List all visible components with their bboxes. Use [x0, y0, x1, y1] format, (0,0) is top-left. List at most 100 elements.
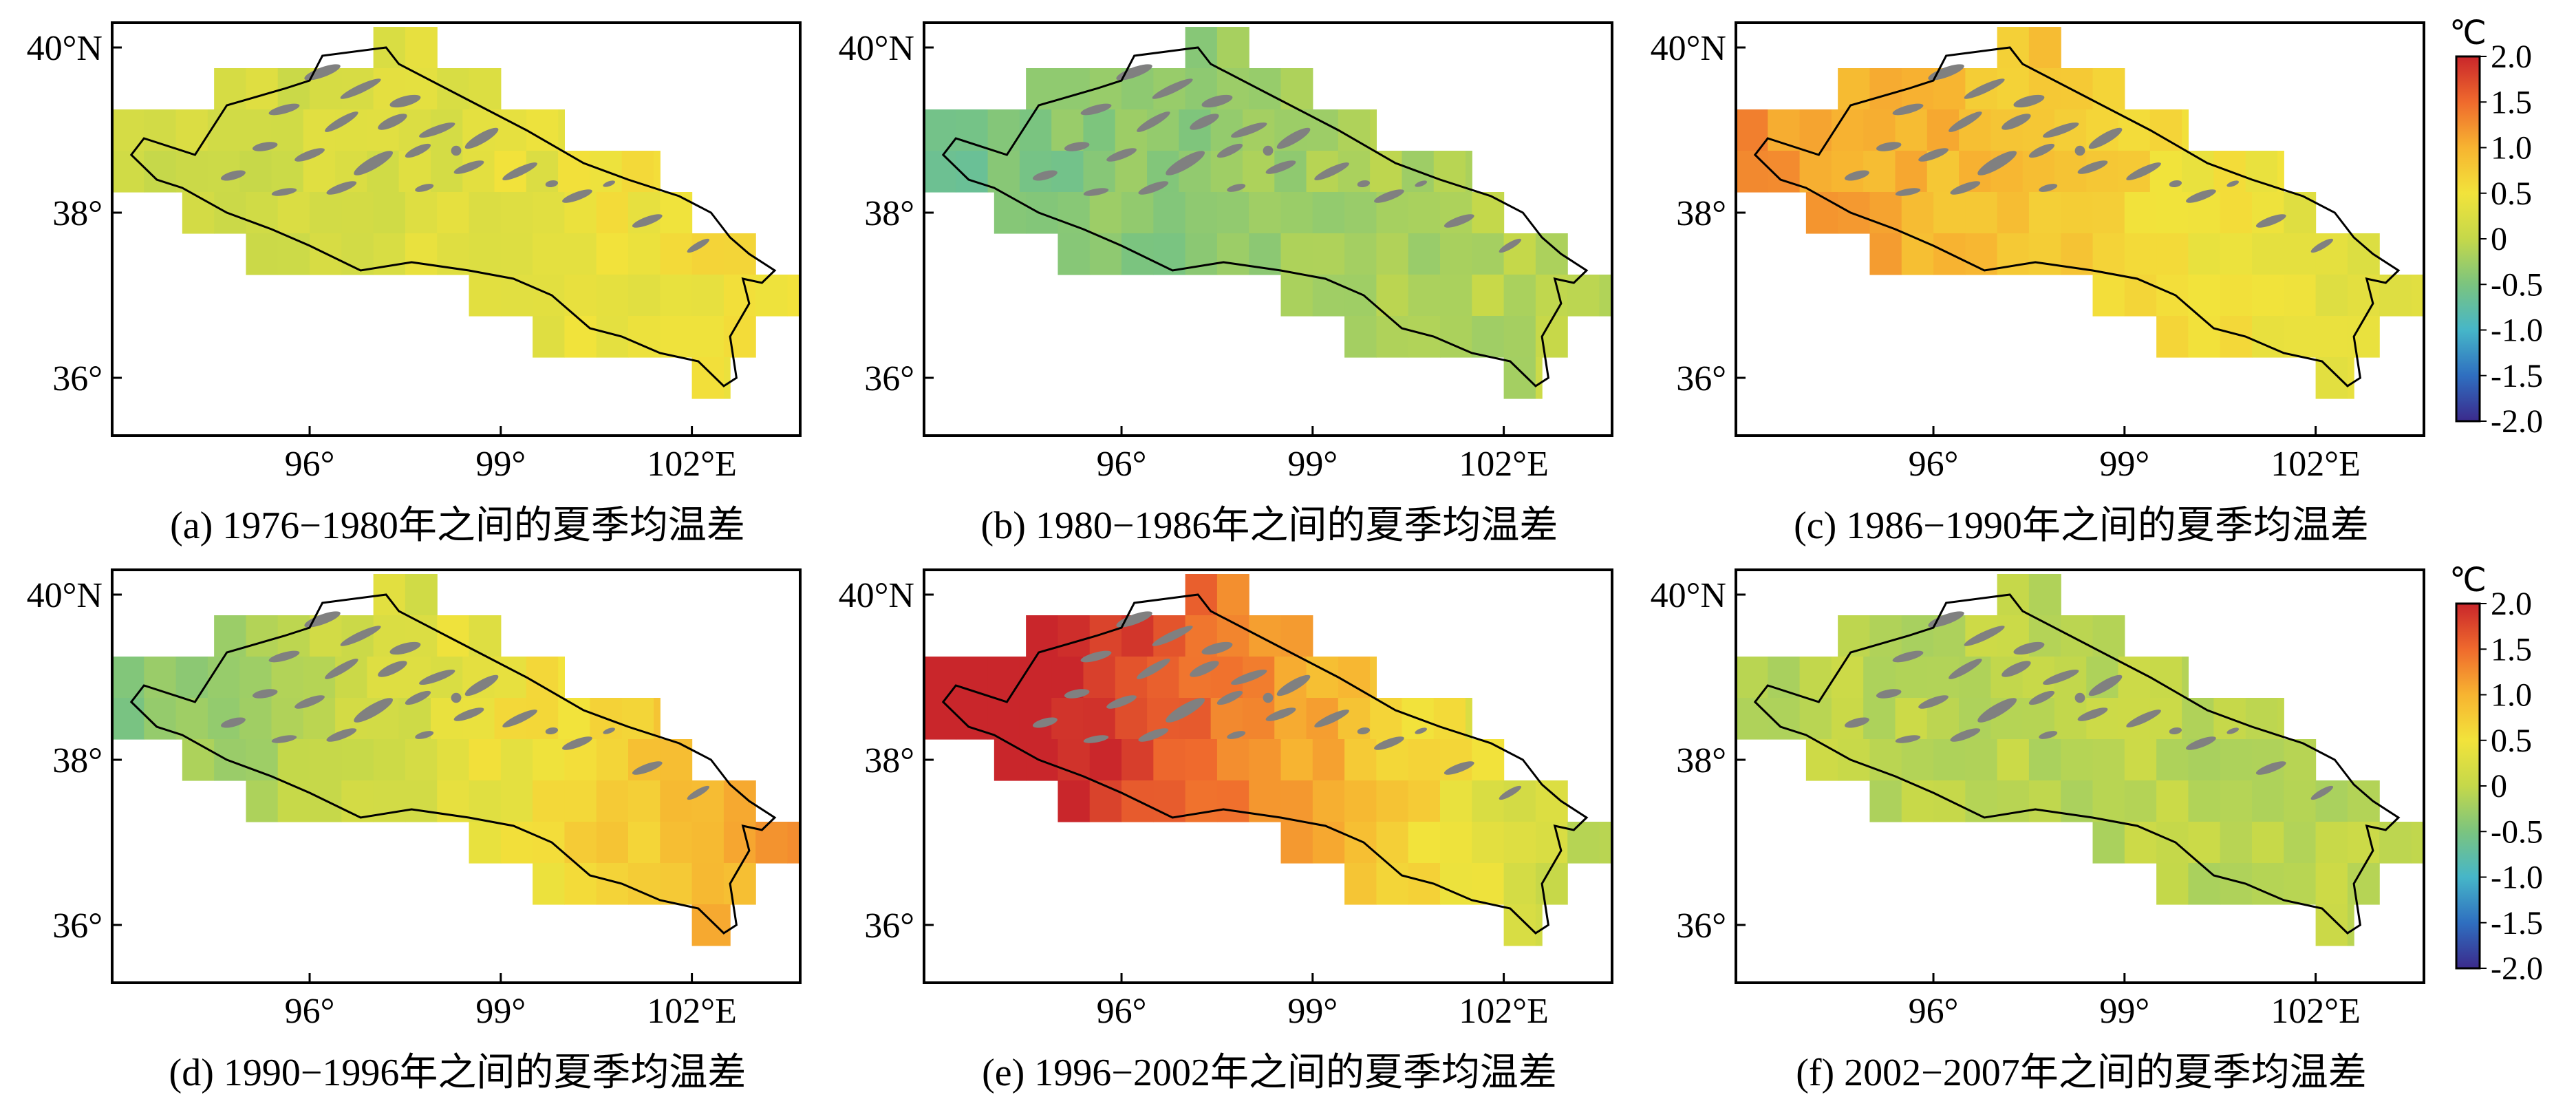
glacier-patch — [1152, 78, 1193, 99]
grid-cell — [2156, 780, 2189, 822]
colorbar-tick-label: 0 — [2491, 221, 2507, 257]
glacier-patch — [2310, 785, 2334, 800]
grid-cell — [1933, 739, 1966, 781]
grid-cell — [1599, 822, 1612, 864]
glacier-patch — [1844, 170, 1869, 181]
grid-cell — [755, 275, 788, 317]
grid-cell — [1901, 739, 1934, 781]
grid-cell — [1216, 233, 1249, 275]
grid-cell — [628, 192, 661, 234]
axes-frame — [1735, 568, 2425, 984]
glacier-patch — [1499, 785, 1522, 800]
grid-cell — [1965, 192, 1998, 234]
grid-cell — [1869, 739, 1902, 781]
glacier-patch — [220, 170, 246, 181]
grid-cell — [1869, 68, 1902, 110]
grid-cell — [2347, 357, 2354, 399]
grid-cell — [175, 657, 208, 699]
grid-cell — [2124, 233, 2157, 275]
grid-cell — [1997, 233, 2030, 275]
glacier-patch — [1950, 728, 1981, 742]
colorbar-tick-label: 0 — [2491, 768, 2507, 805]
grid-cell — [2347, 275, 2380, 317]
grid-cell — [1440, 780, 1472, 822]
grid-cell — [1472, 316, 1505, 358]
grid-cell — [1344, 192, 1377, 234]
grid-cell — [2092, 233, 2125, 275]
lon-tick-label: 96° — [1909, 992, 1959, 1031]
grid-cell — [246, 233, 279, 275]
glacier-patch — [2001, 661, 2031, 677]
grid-cell — [2411, 822, 2424, 864]
glacier-patch — [632, 214, 663, 228]
grid-cell — [1344, 739, 1377, 781]
colorbar-tick-label: -1.0 — [2491, 860, 2543, 896]
glacier-patch — [687, 785, 710, 800]
grid-cell — [2149, 657, 2182, 699]
grid-cell — [1472, 780, 1505, 822]
glacier-patch — [252, 142, 278, 151]
grid-cell — [437, 739, 470, 781]
glacier-patch — [451, 692, 462, 703]
glacier-patch — [268, 650, 300, 663]
lon-tick-label: 102°E — [1459, 445, 1549, 484]
lat-tick-label: 38° — [1676, 741, 1726, 780]
glacier-patch — [340, 626, 381, 646]
grid-cell — [660, 316, 693, 358]
grid-cell — [2156, 316, 2189, 358]
colorbar-tick-label: 1.5 — [2491, 84, 2532, 120]
grid-cell — [533, 316, 566, 358]
axes-frame — [1735, 21, 2425, 437]
grid-cell — [1280, 233, 1313, 275]
grid-cell — [1408, 233, 1441, 275]
grid-cell — [2028, 739, 2061, 781]
grid-cell — [1799, 109, 1832, 151]
glacier-patch — [2186, 736, 2216, 750]
glacier-patch — [389, 641, 421, 655]
glacier-patch — [451, 145, 462, 156]
glacier-patch — [545, 727, 559, 734]
lat-tick-label: 40°N — [1651, 576, 1726, 615]
colorbar-unit: ℃ — [2449, 15, 2487, 52]
grid-cell — [1344, 822, 1377, 864]
grid-cell — [207, 657, 240, 699]
glacier-patch — [1064, 689, 1090, 699]
grid-cell — [564, 863, 597, 905]
grid-cell — [1997, 739, 2030, 781]
glacier-patch — [1357, 727, 1371, 734]
grid-cell — [660, 780, 693, 822]
grid-cell — [1472, 822, 1505, 864]
grid-cell — [564, 822, 597, 864]
caption-e: (e) 1996−2002年之间的夏季均温差 — [982, 1052, 1557, 1094]
glacier-patch — [220, 717, 246, 728]
grid-cell — [373, 780, 406, 822]
lon-tick-label: 99° — [1287, 445, 1338, 484]
grid-cell — [1376, 822, 1409, 864]
grid-cell — [2315, 822, 2348, 864]
glacier-patch — [271, 735, 297, 743]
grid-cell — [2156, 863, 2189, 905]
colorbar-top: ℃2.0 1.5 1.0 0.5 0 -0.5 -1.0 -1.5 -2.0 — [2449, 15, 2543, 440]
grid-cell — [2284, 739, 2317, 781]
grid-cell — [2028, 574, 2061, 616]
glacier-patch — [1276, 127, 1311, 149]
grid-cell — [182, 192, 215, 234]
grid-cell — [1503, 863, 1536, 905]
grid-cell — [1344, 316, 1377, 358]
glacier-patch — [1138, 728, 1169, 742]
grid-cell — [2188, 780, 2221, 822]
basin-boundary — [129, 46, 777, 387]
glacier-patch — [415, 184, 434, 192]
lon-tick-label: 102°E — [1459, 992, 1549, 1031]
glacier-patch — [1137, 111, 1170, 132]
lon-tick-label: 96° — [1097, 992, 1147, 1031]
grid-cell — [2315, 316, 2348, 358]
glacier-patch — [1374, 736, 1404, 750]
grid-cell — [2188, 863, 2221, 905]
grid-cell — [2252, 192, 2284, 234]
grid-cell — [787, 275, 800, 317]
grid-cell — [405, 739, 438, 781]
glacier-patch — [1265, 160, 1296, 174]
glacier-patch — [1032, 717, 1058, 728]
grid-cell — [341, 739, 374, 781]
